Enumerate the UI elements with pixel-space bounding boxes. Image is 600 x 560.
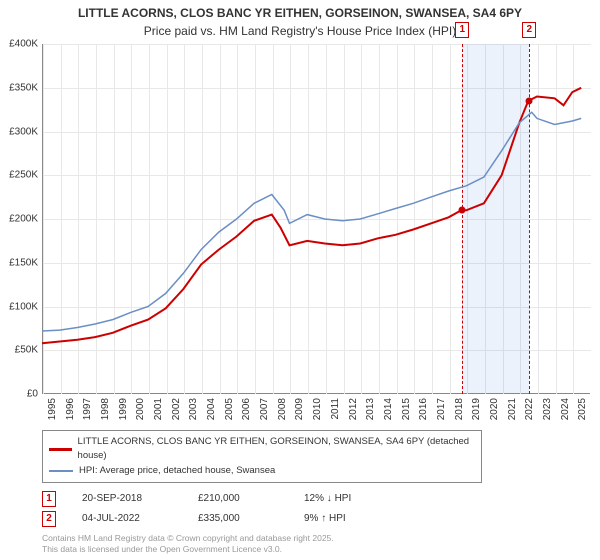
x-tick-label: 1997 bbox=[82, 398, 93, 420]
marker-label-box: 2 bbox=[522, 22, 536, 38]
y-tick-label: £0 bbox=[27, 389, 38, 400]
sale-price: £335,000 bbox=[198, 513, 278, 524]
chart-area: £0£50K£100K£150K£200K£250K£300K£350K£400… bbox=[42, 44, 590, 394]
y-tick-label: £100K bbox=[9, 301, 38, 312]
y-tick-label: £150K bbox=[9, 257, 38, 268]
legend-label-price-paid: LITTLE ACORNS, CLOS BANC YR EITHEN, GORS… bbox=[78, 435, 475, 464]
x-tick-label: 2013 bbox=[365, 398, 376, 420]
y-tick-label: £200K bbox=[9, 214, 38, 225]
x-tick-label: 2016 bbox=[418, 398, 429, 420]
sale-pct: 9% ↑ HPI bbox=[304, 513, 384, 524]
sale-row: 1 20-SEP-2018 £210,000 12% ↓ HPI bbox=[42, 491, 590, 507]
legend-row-price-paid: LITTLE ACORNS, CLOS BANC YR EITHEN, GORS… bbox=[49, 435, 475, 464]
x-tick-label: 2023 bbox=[542, 398, 553, 420]
sale-marker-box: 1 bbox=[42, 491, 56, 507]
x-tick-label: 2004 bbox=[206, 398, 217, 420]
y-tick-label: £350K bbox=[9, 82, 38, 93]
sale-row: 2 04-JUL-2022 £335,000 9% ↑ HPI bbox=[42, 511, 590, 527]
x-tick-label: 2001 bbox=[153, 398, 164, 420]
x-tick-label: 2024 bbox=[560, 398, 571, 420]
sale-rows: 1 20-SEP-2018 £210,000 12% ↓ HPI 2 04-JUL-202… bbox=[42, 491, 590, 527]
chart-title-line1: LITTLE ACORNS, CLOS BANC YR EITHEN, GORS… bbox=[0, 0, 600, 24]
legend-swatch-hpi bbox=[49, 470, 73, 472]
x-tick-label: 2006 bbox=[241, 398, 252, 420]
y-tick-label: £50K bbox=[15, 345, 38, 356]
y-tick-label: £300K bbox=[9, 126, 38, 137]
x-tick-label: 2014 bbox=[383, 398, 394, 420]
sale-pct: 12% ↓ HPI bbox=[304, 493, 384, 504]
x-tick-label: 2007 bbox=[259, 398, 270, 420]
x-tick-label: 2009 bbox=[294, 398, 305, 420]
x-tick-label: 2010 bbox=[312, 398, 323, 420]
x-tick-label: 2021 bbox=[507, 398, 518, 420]
x-tick-label: 2015 bbox=[401, 398, 412, 420]
chart-title-line2: Price paid vs. HM Land Registry's House … bbox=[0, 24, 600, 42]
x-tick-label: 1995 bbox=[47, 398, 58, 420]
x-tick-label: 2003 bbox=[188, 398, 199, 420]
chart-lines bbox=[42, 44, 590, 394]
series-line-hpi bbox=[42, 112, 581, 331]
legend-swatch-price-paid bbox=[49, 448, 72, 451]
legend-box: LITTLE ACORNS, CLOS BANC YR EITHEN, GORS… bbox=[42, 430, 482, 483]
sale-marker-box: 2 bbox=[42, 511, 56, 527]
x-tick-label: 1996 bbox=[65, 398, 76, 420]
sale-date: 20-SEP-2018 bbox=[82, 493, 172, 504]
x-tick-label: 2017 bbox=[436, 398, 447, 420]
legend-area: LITTLE ACORNS, CLOS BANC YR EITHEN, GORS… bbox=[42, 430, 590, 555]
x-tick-label: 2018 bbox=[454, 398, 465, 420]
x-tick-label: 2011 bbox=[330, 398, 341, 420]
x-tick-label: 2008 bbox=[277, 398, 288, 420]
x-tick-label: 2002 bbox=[171, 398, 182, 420]
y-tick-label: £400K bbox=[9, 39, 38, 50]
x-tick-label: 2020 bbox=[489, 398, 500, 420]
x-tick-label: 2025 bbox=[577, 398, 588, 420]
footer-line2: This data is licensed under the Open Gov… bbox=[42, 544, 590, 555]
x-tick-label: 1998 bbox=[100, 398, 111, 420]
sale-price: £210,000 bbox=[198, 493, 278, 504]
legend-label-hpi: HPI: Average price, detached house, Swan… bbox=[79, 464, 275, 478]
sale-date: 04-JUL-2022 bbox=[82, 513, 172, 524]
x-tick-label: 2022 bbox=[524, 398, 535, 420]
legend-row-hpi: HPI: Average price, detached house, Swan… bbox=[49, 464, 475, 478]
x-tick-label: 2005 bbox=[224, 398, 235, 420]
x-tick-label: 2000 bbox=[135, 398, 146, 420]
marker-label-box: 1 bbox=[455, 22, 469, 38]
x-tick-label: 1999 bbox=[118, 398, 129, 420]
y-tick-label: £250K bbox=[9, 170, 38, 181]
x-tick-label: 2019 bbox=[471, 398, 482, 420]
footer-line1: Contains HM Land Registry data © Crown c… bbox=[42, 533, 590, 544]
footer-attribution: Contains HM Land Registry data © Crown c… bbox=[42, 533, 590, 555]
x-tick-label: 2012 bbox=[348, 398, 359, 420]
